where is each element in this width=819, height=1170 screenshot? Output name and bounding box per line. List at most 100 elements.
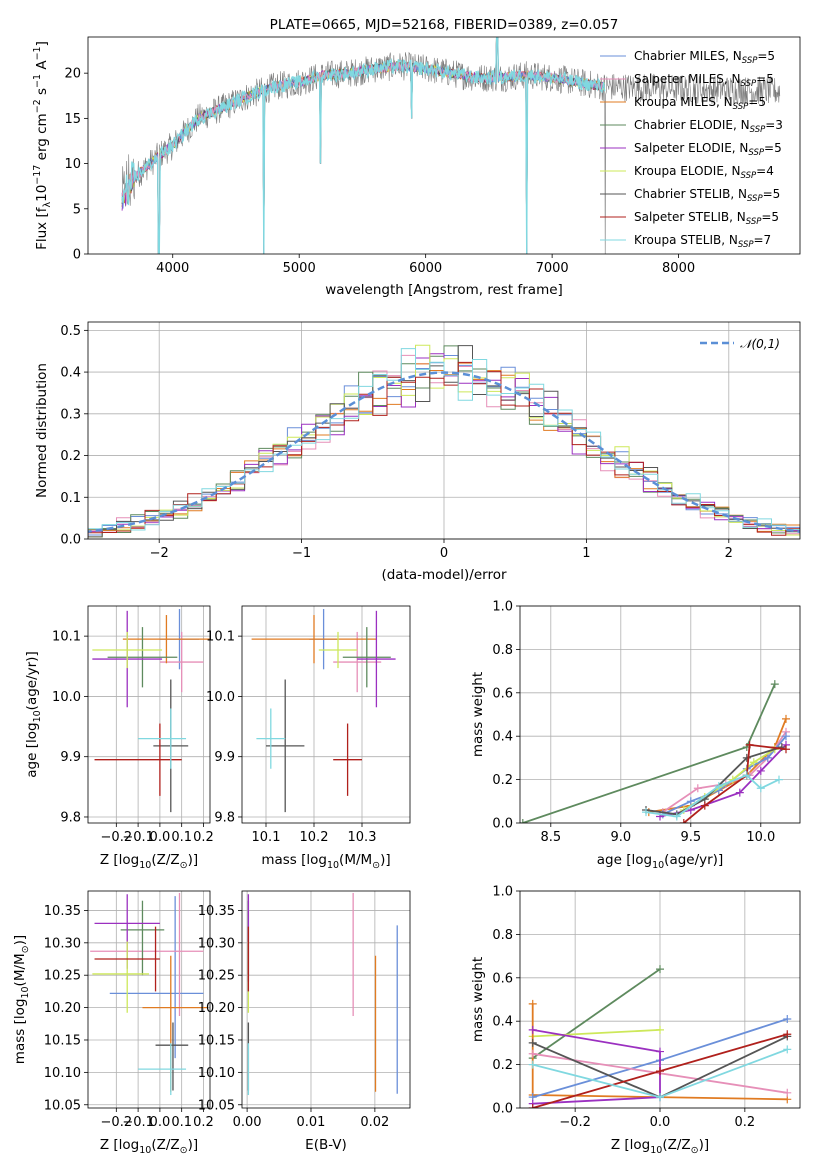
series-marker xyxy=(775,775,783,784)
x-tick-label: 0 xyxy=(440,546,448,561)
series-kroupa_stelib xyxy=(528,1045,792,1102)
series-marker xyxy=(656,965,664,974)
series-marker xyxy=(528,1049,537,1058)
x-tick-label: 4000 xyxy=(156,261,189,276)
legend-label-kroupa_miles: Kroupa MILES, NSSP=5 xyxy=(634,95,766,112)
y-tick-label: 10.20 xyxy=(198,1001,235,1016)
series-marker xyxy=(783,1045,792,1054)
point-chabrier_stelib xyxy=(266,679,305,813)
series-marker xyxy=(783,1015,792,1024)
point-salpeter_miles xyxy=(90,892,204,1017)
x-tick-label: 0.1 xyxy=(171,830,192,845)
x-axis-label: Z [log10(Z/Z⊙)] xyxy=(100,1137,198,1156)
series-marker xyxy=(528,1038,537,1047)
series-marker xyxy=(745,740,754,749)
y-tick-label: 9.8 xyxy=(60,810,81,825)
series-chabrier_elodie xyxy=(520,680,779,823)
model-spectrum-kroupa_miles xyxy=(121,37,606,254)
legend-suffix: =5 xyxy=(763,187,781,201)
series-marker xyxy=(656,1067,664,1076)
plot-area xyxy=(528,965,792,1108)
point-kroupa_elodie xyxy=(92,631,163,669)
series-line xyxy=(532,1029,661,1038)
axes-frame xyxy=(519,890,801,1109)
y-tick-label: 20 xyxy=(64,67,81,82)
series-marker xyxy=(756,784,765,793)
series-marker xyxy=(783,1030,792,1039)
y-tick-label: 10.30 xyxy=(198,936,235,951)
legend-sub: SSP xyxy=(750,125,766,135)
x-tick-label: −0.2 xyxy=(559,1115,591,1130)
legend-suffix: =7 xyxy=(754,233,772,247)
y-tick-label: 0.2 xyxy=(492,1058,513,1073)
model-spectrum-salpeter_elodie xyxy=(121,37,605,254)
x-tick-label: 0.02 xyxy=(360,1115,389,1130)
series-chabrier_elodie xyxy=(528,965,664,1063)
series-salpeter_stelib xyxy=(528,1030,792,1108)
y-tick-label: 0.4 xyxy=(60,366,81,381)
x-tick-label: 10.0 xyxy=(746,830,775,845)
x-axis-label-part: 10 xyxy=(139,1145,151,1156)
x-tick-label: 5000 xyxy=(283,261,316,276)
legend-text: Salpeter STELIB, N xyxy=(634,210,746,224)
x-tick-label: 2 xyxy=(725,546,733,561)
y-tick-label: 0.2 xyxy=(60,449,81,464)
y-axis-label-part: age [log xyxy=(24,722,40,777)
chart-title: PLATE=0665, MJD=52168, FIBERID=0389, z=0… xyxy=(270,17,619,33)
chart-mass_weight_vs_age: 8.5 9.0 9.5 10.0 0.0 0.2 0.4 0.6 0.8 1.0 age [log1… xyxy=(470,600,801,871)
x-tick-label: −0.1 xyxy=(122,830,154,845)
model-spectrum-kroupa_stelib xyxy=(121,37,606,254)
legend-label-kroupa_stelib: Kroupa STELIB, NSSP=7 xyxy=(634,233,771,250)
axes-frame xyxy=(241,605,411,824)
x-tick-label: −2 xyxy=(150,546,169,561)
series-kroupa_stelib xyxy=(642,771,783,821)
y-axis-label-part: λ xyxy=(42,202,53,208)
legend-text: Chabrier STELIB, N xyxy=(634,187,747,201)
series-marker xyxy=(679,819,688,823)
series-chabrier_miles xyxy=(658,732,790,819)
series-marker xyxy=(528,1060,537,1069)
chart-mass_weight_vs_Z: −0.2 0.0 0.2 0.0 0.2 0.4 0.6 0.8 1.0 Z [log10(Z/Z… xyxy=(470,885,801,1156)
series-line xyxy=(522,683,776,823)
y-tick-label: 0.6 xyxy=(492,686,513,701)
legend-sub: SSP xyxy=(738,240,754,250)
x-tick-label: 0.0 xyxy=(650,1115,671,1130)
x-axis-label-part: Z [log xyxy=(100,852,139,868)
series-marker xyxy=(672,812,681,821)
y-tick-label: 0.0 xyxy=(492,1102,513,1117)
y-axis-label: Normed distribution xyxy=(34,363,50,498)
x-tick-label: 0.0 xyxy=(150,830,171,845)
x-tick-label: 0.2 xyxy=(193,830,214,845)
x-axis-label-part: )] xyxy=(380,852,391,868)
x-axis-label-part: age [log xyxy=(597,852,652,868)
y-axis-label-part: −1 xyxy=(32,74,43,88)
y-tick-label: 10.1 xyxy=(206,630,235,645)
chart-age_vs_mass: 10.1 10.2 10.3 9.8 9.9 10.0 10.1 mass [log10(M/… xyxy=(206,605,411,871)
x-tick-label: 7000 xyxy=(536,261,569,276)
series-salpeter_stelib xyxy=(679,740,790,823)
y-tick-label: 0.0 xyxy=(60,533,81,548)
legend-suffix: =3 xyxy=(765,118,783,132)
legend-sub: SSP xyxy=(748,148,764,158)
point-chabrier_elodie xyxy=(107,627,178,688)
series-line xyxy=(645,774,780,818)
legend-sub: SSP xyxy=(741,171,757,181)
plot-area xyxy=(247,892,398,1096)
x-axis-label-part: (age/yr)] xyxy=(664,852,723,868)
legend-sub: SSP xyxy=(746,217,762,227)
point-salpeter_miles xyxy=(159,631,204,693)
y-axis-label-part: s xyxy=(34,88,50,99)
legend-sub: SSP xyxy=(741,79,757,89)
legend-text: Kroupa ELODIE, N xyxy=(634,164,741,178)
y-tick-label: 10.35 xyxy=(198,904,235,919)
point-kroupa_miles xyxy=(122,615,210,664)
legend-text: Salpeter ELODIE, N xyxy=(634,141,748,155)
y-axis-label-part: −17 xyxy=(32,165,43,185)
series-marker xyxy=(656,1025,664,1034)
normal-reference-curve xyxy=(88,371,800,533)
chart-residuals: −2 −1 0 1 2 0.0 0.1 0.2 0.3 0.4 0.5 (data-model)/er… xyxy=(34,321,801,583)
y-tick-label: 0.4 xyxy=(492,730,513,745)
legend-suffix: =5 xyxy=(757,49,775,63)
x-tick-label: 6000 xyxy=(409,261,442,276)
x-axis-label-part: )] xyxy=(699,1137,710,1153)
